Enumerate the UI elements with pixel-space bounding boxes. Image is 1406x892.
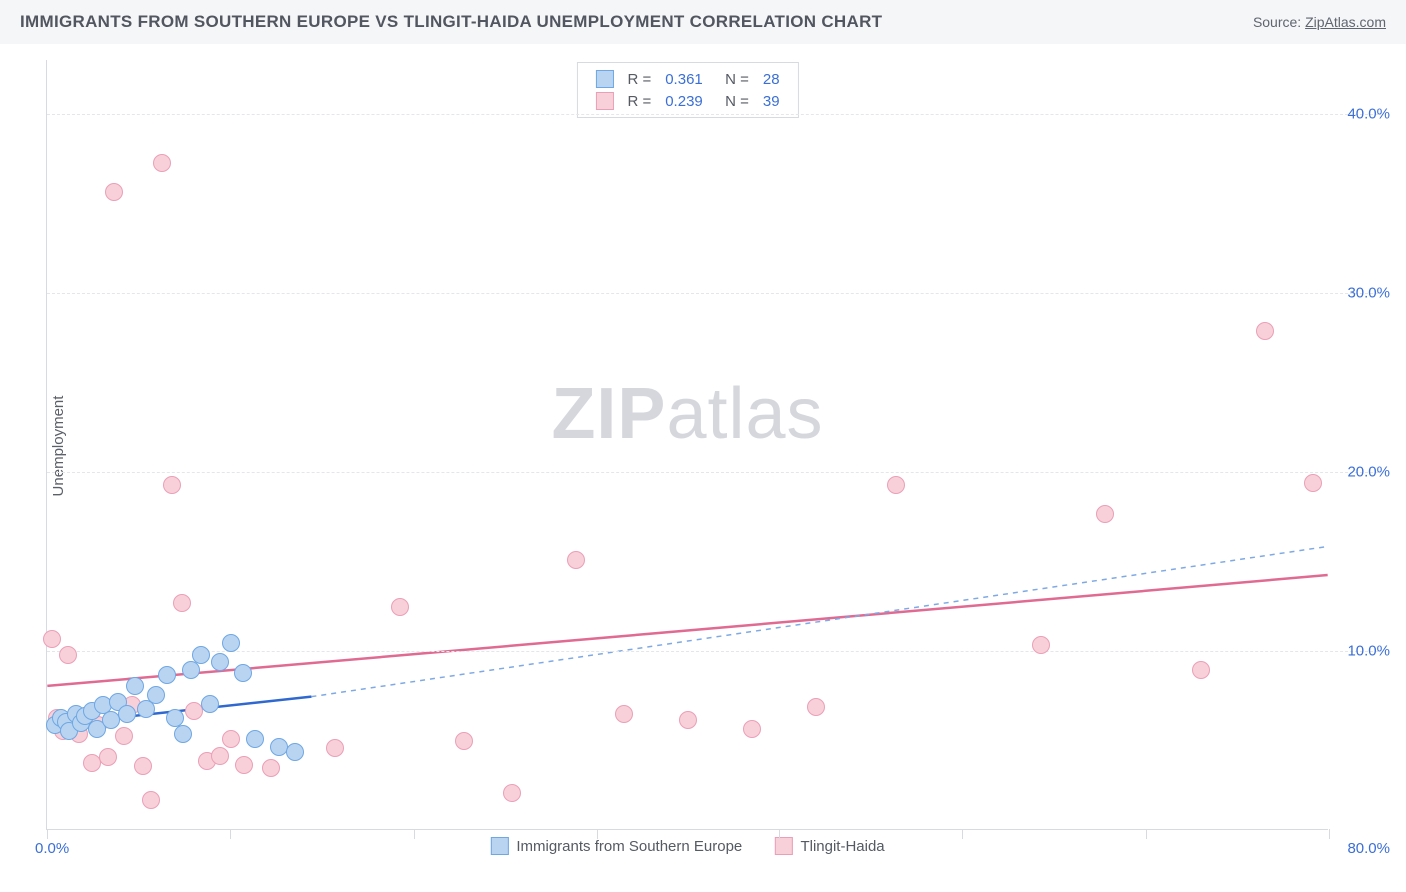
scatter-point <box>326 739 344 757</box>
y-tick-label: 40.0% <box>1335 105 1390 122</box>
scatter-point <box>235 756 253 774</box>
scatter-point <box>163 476 181 494</box>
source-link[interactable]: ZipAtlas.com <box>1305 14 1386 30</box>
scatter-point <box>134 757 152 775</box>
correlation-legend: R = 0.361 N = 28 R = 0.239 N = 39 <box>576 62 798 118</box>
legend-row-series-0: R = 0.361 N = 28 <box>589 69 785 89</box>
y-tick-label: 30.0% <box>1335 284 1390 301</box>
r-value-1: 0.239 <box>659 91 709 111</box>
scatter-point <box>211 653 229 671</box>
scatter-point <box>807 698 825 716</box>
scatter-point <box>222 634 240 652</box>
scatter-point <box>455 732 473 750</box>
x-tick-mark <box>779 829 780 839</box>
y-tick-label: 20.0% <box>1335 463 1390 480</box>
scatter-point <box>142 791 160 809</box>
scatter-point <box>147 686 165 704</box>
scatter-point <box>1096 505 1114 523</box>
x-tick-mark <box>1329 829 1330 839</box>
gridline-h <box>47 114 1378 115</box>
scatter-point <box>246 730 264 748</box>
x-tick-mark <box>1146 829 1147 839</box>
n-value-0: 28 <box>757 69 786 89</box>
scatter-point <box>679 711 697 729</box>
scatter-point <box>1032 636 1050 654</box>
scatter-point <box>173 594 191 612</box>
scatter-point <box>887 476 905 494</box>
x-tick-mark <box>47 829 48 839</box>
gridline-h <box>47 472 1378 473</box>
scatter-point <box>99 748 117 766</box>
legend-row-series-1: R = 0.239 N = 39 <box>589 91 785 111</box>
scatter-point <box>286 743 304 761</box>
scatter-point <box>115 727 133 745</box>
legend-swatch-0b <box>490 837 508 855</box>
scatter-point <box>118 705 136 723</box>
legend-swatch-1b <box>774 837 792 855</box>
scatter-point <box>567 551 585 569</box>
legend-swatch-1 <box>595 92 613 110</box>
series-legend: Immigrants from Southern Europe Tlingit-… <box>476 837 898 859</box>
scatter-point <box>126 677 144 695</box>
gridline-h <box>47 293 1378 294</box>
scatter-point <box>174 725 192 743</box>
x-tick-mark <box>962 829 963 839</box>
scatter-point <box>262 759 280 777</box>
legend-item-0: Immigrants from Southern Europe <box>490 837 742 855</box>
x-tick-mark <box>597 829 598 839</box>
x-tick-max: 80.0% <box>1347 840 1390 857</box>
scatter-point <box>201 695 219 713</box>
r-value-0: 0.361 <box>659 69 709 89</box>
scatter-point <box>59 646 77 664</box>
scatter-point <box>158 666 176 684</box>
gridline-h <box>47 651 1378 652</box>
scatter-point <box>503 784 521 802</box>
scatter-point <box>1304 474 1322 492</box>
chart-header: IMMIGRANTS FROM SOUTHERN EUROPE VS TLING… <box>0 0 1406 44</box>
scatter-point <box>211 747 229 765</box>
scatter-point <box>391 598 409 616</box>
x-tick-min: 0.0% <box>35 840 69 857</box>
chart-title: IMMIGRANTS FROM SOUTHERN EUROPE VS TLING… <box>20 12 882 32</box>
legend-table: R = 0.361 N = 28 R = 0.239 N = 39 <box>587 67 787 113</box>
legend-label-0: Immigrants from Southern Europe <box>516 838 742 855</box>
watermark-text: ZIPatlas <box>551 373 823 455</box>
chart-source: Source: ZipAtlas.com <box>1253 14 1386 30</box>
legend-swatch-0 <box>595 70 613 88</box>
x-tick-mark <box>414 829 415 839</box>
scatter-point <box>222 730 240 748</box>
scatter-point <box>153 154 171 172</box>
legend-label-1: Tlingit-Haida <box>800 838 884 855</box>
x-tick-mark <box>230 829 231 839</box>
scatter-point <box>105 183 123 201</box>
legend-item-1: Tlingit-Haida <box>774 837 884 855</box>
y-tick-label: 10.0% <box>1335 642 1390 659</box>
scatter-point <box>1192 661 1210 679</box>
n-value-1: 39 <box>757 91 786 111</box>
scatter-point <box>192 646 210 664</box>
scatter-point <box>743 720 761 738</box>
scatter-point <box>43 630 61 648</box>
scatter-plot-area: ZIPatlas R = 0.361 N = 28 R = 0.239 N = … <box>46 60 1328 830</box>
scatter-point <box>234 664 252 682</box>
scatter-point <box>615 705 633 723</box>
scatter-point <box>1256 322 1274 340</box>
